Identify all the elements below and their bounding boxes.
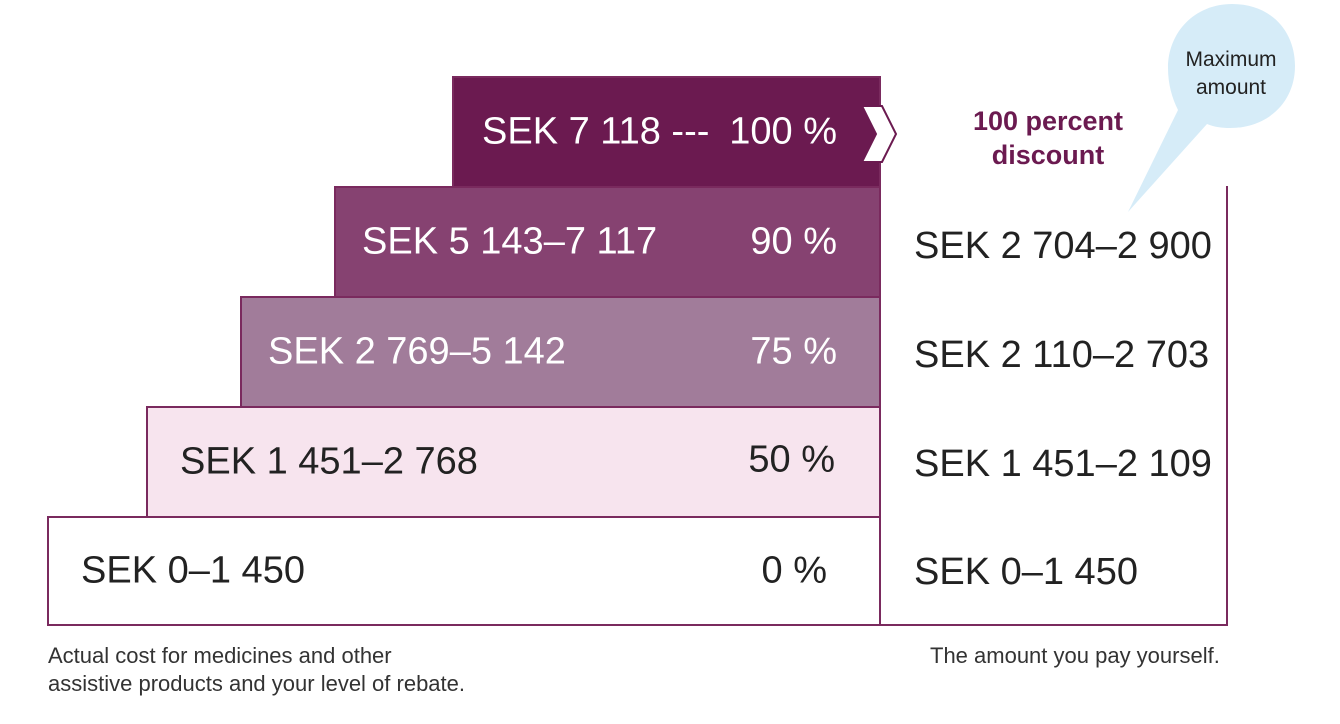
pay-range: SEK 1 451–2 109 — [914, 443, 1212, 485]
max-discount-line2: discount — [991, 140, 1105, 170]
max-discount-line1: 100 percent — [972, 106, 1124, 136]
tier-90: SEK 5 143–7 117 90 % — [334, 186, 881, 298]
tier-100: SEK 7 118 --- 100 % — [452, 76, 881, 188]
left-caption-line2: assistive products and your level of reb… — [48, 671, 466, 696]
tier-range: SEK 5 143–7 117 — [362, 220, 658, 263]
right-caption: The amount you pay yourself. — [930, 643, 1220, 668]
max-discount-label: 100 percent discount — [930, 104, 1166, 172]
bubble-label-line1: Maximum — [1185, 48, 1277, 71]
tier-0: SEK 0–1 450 0 % — [47, 516, 881, 626]
tier-50: SEK 1 451–2 768 50 % — [146, 406, 881, 518]
tier-75: SEK 2 769–5 142 75 % — [240, 296, 881, 408]
left-caption: Actual cost for medicines and other assi… — [48, 642, 465, 698]
tier-range: SEK 1 451–2 768 — [180, 440, 478, 483]
tier-rebate: 100 % — [729, 110, 837, 153]
bubble-label: Maximum amount — [1170, 46, 1292, 102]
bubble-label-line2: amount — [1195, 76, 1267, 99]
tier-rebate: 0 % — [761, 549, 827, 592]
tier-range: SEK 2 769–5 142 — [268, 330, 566, 373]
pay-range: SEK 2 704–2 900 — [914, 225, 1212, 267]
tier-rebate: 75 % — [750, 330, 837, 373]
left-caption-line1: Actual cost for medicines and other — [48, 643, 392, 668]
chevron-right-icon — [860, 105, 898, 163]
speech-bubble-shape — [1128, 4, 1295, 212]
pay-range: SEK 2 110–2 703 — [914, 334, 1210, 376]
tier-rebate: 90 % — [750, 220, 837, 263]
tier-rebate: 50 % — [748, 438, 835, 481]
tier-range: SEK 7 118 --- — [482, 110, 710, 153]
tier-range: SEK 0–1 450 — [81, 549, 305, 592]
pay-range: SEK 0–1 450 — [914, 551, 1138, 593]
